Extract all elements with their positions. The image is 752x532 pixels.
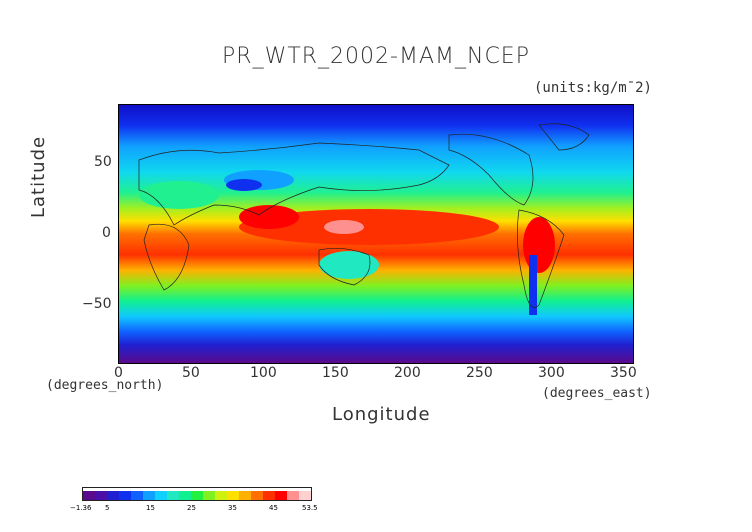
- colorbar-swatch: [95, 491, 108, 500]
- colorbar-swatch: [275, 491, 288, 500]
- y-tick-label: −50: [82, 296, 112, 312]
- colorbar-swatch: [203, 491, 216, 500]
- himalaya: [226, 179, 262, 191]
- australia-dry: [319, 251, 379, 279]
- x-tick-label: 350: [610, 365, 637, 381]
- x-tick-label: 50: [182, 365, 200, 381]
- units-label: (units:kg/m¯2): [533, 80, 652, 96]
- x-tick-label: 300: [538, 365, 565, 381]
- colorbar-swatch: [167, 491, 180, 500]
- colorbar-swatch: [107, 491, 120, 500]
- colorbar-swatch: [191, 491, 204, 500]
- x-tick-label: 0: [114, 365, 123, 381]
- sahara-dry: [139, 181, 219, 209]
- colorbar-swatch: [131, 491, 144, 500]
- colorbar-label: 45: [269, 504, 278, 512]
- y-tick-label: 50: [94, 154, 112, 170]
- x-axis-label: Longitude: [332, 404, 431, 425]
- andes: [529, 255, 537, 315]
- colorbar-label: 35: [228, 504, 237, 512]
- y-tick-label: 0: [102, 225, 111, 241]
- coastlines: [138, 123, 590, 308]
- y-unit-note: (degrees_north): [46, 378, 164, 393]
- x-tick-label: 150: [322, 365, 349, 381]
- x-tick-label: 200: [394, 365, 421, 381]
- colorbar-swatch: [263, 491, 276, 500]
- colorbar-swatch: [179, 491, 192, 500]
- colorbar-swatch: [83, 491, 96, 500]
- amazon-region: [523, 217, 555, 273]
- x-tick-label: 250: [466, 365, 493, 381]
- x-tick-label: 100: [250, 365, 277, 381]
- colorbar-swatch: [251, 491, 264, 500]
- warm-pool-core: [324, 220, 364, 234]
- colorbar: [82, 487, 312, 501]
- colorbar-swatch: [155, 491, 168, 500]
- colorbar-label: 53.5: [302, 504, 318, 512]
- colorbar-label: −1.36: [70, 504, 92, 512]
- colorbar-label: 25: [187, 504, 196, 512]
- colorbar-swatch: [299, 491, 311, 500]
- colorbar-swatch: [215, 491, 228, 500]
- colorbar-swatch: [143, 491, 156, 500]
- precipitable-water-map: [118, 104, 634, 364]
- colorbar-label: 15: [146, 504, 155, 512]
- colorbar-swatch: [227, 491, 240, 500]
- x-unit-note: (degrees_east): [542, 386, 652, 401]
- colorbar-swatch: [287, 491, 300, 500]
- colorbar-label: 5: [105, 504, 110, 512]
- colorbar-swatch: [119, 491, 132, 500]
- tropical-band: [239, 209, 499, 245]
- y-axis-label: Latitude: [28, 135, 49, 218]
- colorbar-swatch: [239, 491, 252, 500]
- maritime-continent: [239, 205, 299, 229]
- map-title: PR_WTR_2002-MAM_NCEP: [222, 44, 530, 69]
